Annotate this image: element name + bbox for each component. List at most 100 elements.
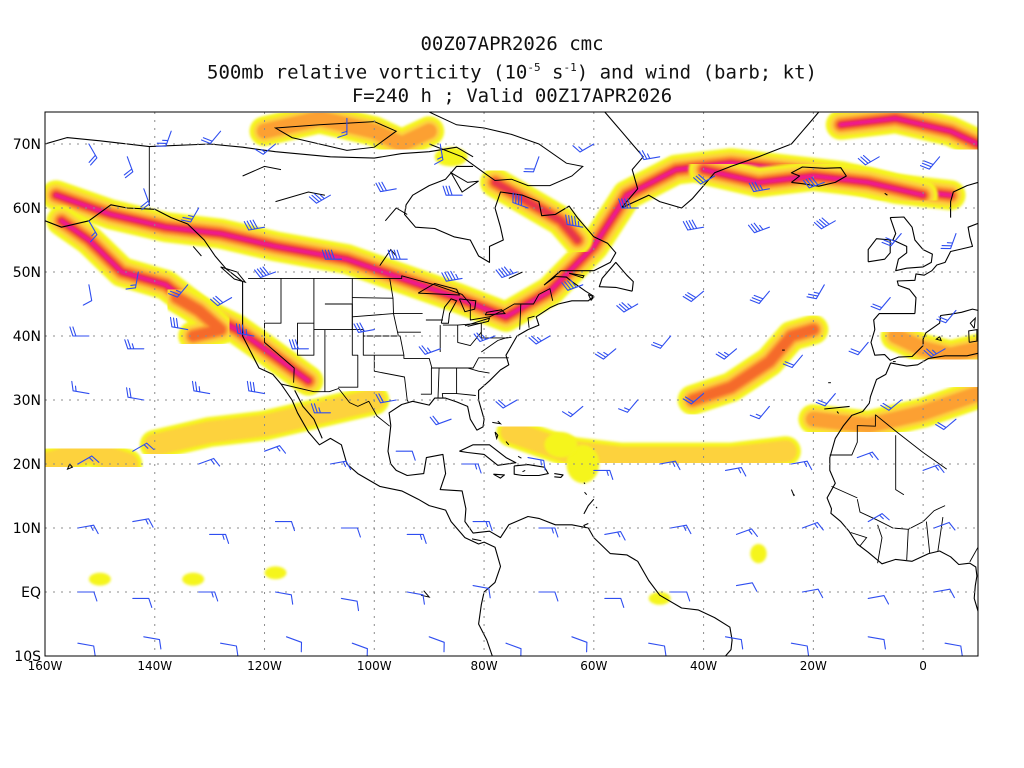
island-outline	[494, 431, 499, 441]
island-outline	[587, 293, 595, 302]
wind-barb	[572, 143, 595, 153]
latitude-labels: 70N 60N 50N 40N 30N 20N 10N EQ 10S	[13, 137, 41, 665]
wind-barb	[88, 143, 98, 166]
lat-tick-label: 30N	[13, 393, 41, 409]
lon-tick-label: 20W	[800, 659, 827, 673]
wind-barb	[71, 380, 90, 395]
island-outline	[595, 506, 598, 509]
island-outline	[968, 329, 978, 343]
vorticity-band-pacific-low	[171, 292, 226, 341]
wind-barb	[88, 220, 98, 243]
wind-barb	[724, 467, 747, 477]
vorticity-blob	[88, 572, 111, 586]
coastline	[459, 444, 517, 466]
island-outline	[471, 538, 482, 542]
wind-barb	[604, 597, 625, 608]
wind-barb	[321, 249, 342, 260]
wind-barb	[77, 524, 99, 535]
wind-barb	[441, 270, 463, 282]
wind-barb	[538, 527, 559, 538]
coastlines	[45, 112, 978, 656]
title-line-2: 500mb relative vorticity (10-5 s-1) and …	[0, 56, 1024, 84]
wind-barb	[659, 460, 681, 471]
vorticity-band-mid-atlantic-jet	[687, 324, 819, 405]
title-line-3: F=240 h ; Valid 00Z17APR2026	[351, 85, 673, 108]
island-outline	[66, 463, 74, 470]
wind-barb	[472, 521, 493, 532]
wind-barb	[82, 284, 93, 306]
wind-barb	[434, 143, 444, 165]
coastline	[884, 192, 888, 196]
vorticity-band-greenland-north	[839, 116, 978, 146]
wind-barb	[461, 463, 482, 474]
wind-barb	[340, 527, 361, 538]
wind-barb	[648, 642, 667, 656]
wind-barb	[651, 335, 672, 349]
wind-barb	[538, 591, 559, 602]
coastline	[45, 204, 502, 656]
wind-barb	[527, 457, 546, 471]
lake-outline	[464, 317, 491, 327]
lake-outline	[508, 271, 523, 279]
wind-barb	[813, 217, 836, 230]
gridlines	[45, 112, 978, 656]
lat-tick-label: 20N	[13, 457, 41, 473]
lat-tick-label: 10N	[13, 521, 41, 537]
wind-barb	[246, 380, 266, 395]
wind-barb	[442, 185, 463, 196]
wind-barb	[749, 290, 770, 305]
wind-barb	[870, 297, 891, 311]
vorticity-band-west-pacific-subtropical	[45, 440, 139, 475]
wind-barb	[856, 451, 879, 461]
wind-barb	[288, 339, 309, 350]
wind-barb	[944, 642, 963, 656]
vorticity-band-iberia-band	[888, 328, 978, 363]
wind-barb	[616, 302, 639, 313]
title-line-2-pre: 500mb relative vorticity (10	[207, 61, 528, 84]
island-outline	[836, 411, 839, 414]
political-border	[831, 485, 858, 499]
wind-barb	[618, 198, 639, 209]
wind-barb	[935, 418, 957, 431]
plot-frame	[44, 111, 979, 657]
coastline	[554, 473, 564, 478]
coastline	[824, 405, 850, 410]
political-border	[969, 546, 978, 563]
lon-tick-label: 100W	[357, 659, 392, 673]
vorticity-blob	[544, 432, 578, 458]
wind-barb	[594, 348, 617, 360]
wind-barb	[124, 339, 145, 350]
wind-barb	[274, 521, 296, 532]
vorticity-blob	[434, 147, 468, 167]
wind-barb	[512, 192, 529, 209]
coastline	[826, 362, 978, 612]
island-outline	[522, 469, 526, 473]
lake-outline	[458, 298, 477, 313]
wind-barb	[682, 219, 705, 231]
lon-tick-label: 120W	[247, 659, 282, 673]
lat-tick-label: 70N	[13, 137, 41, 153]
title-line-2-sup1: -5	[527, 61, 541, 74]
vorticity-band-north-africa-band	[805, 386, 978, 434]
vorticity-band-canadian-arctic	[257, 112, 437, 152]
political-border	[875, 414, 947, 470]
wind-barb	[565, 214, 584, 228]
wind-barb	[593, 469, 614, 480]
political-border	[877, 524, 883, 564]
title-line-2-sup2: -1	[563, 61, 577, 74]
wind-barb	[505, 642, 522, 656]
wind-barb	[143, 636, 162, 650]
wind-barb	[123, 156, 134, 179]
coastline	[870, 308, 978, 361]
coastline	[493, 473, 505, 479]
wind-barb	[735, 528, 758, 537]
political-border	[906, 529, 909, 561]
wind-barb	[523, 156, 540, 173]
wind-barb	[220, 642, 239, 656]
political-border	[442, 322, 512, 339]
wind-barb	[191, 380, 211, 395]
political-border	[352, 313, 394, 318]
wind-barb	[936, 309, 957, 324]
wind-barb	[198, 591, 219, 602]
wind-barb	[790, 460, 813, 471]
